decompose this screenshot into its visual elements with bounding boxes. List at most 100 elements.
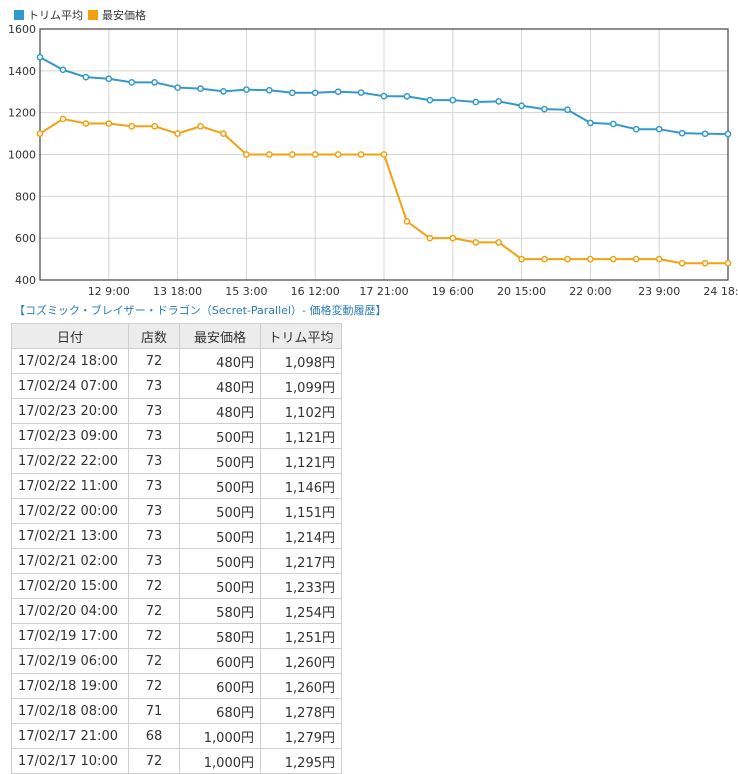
x-tick-label: 20 15:00 [497,285,546,298]
series-point [105,75,113,83]
cell-date: 17/02/21 13:00 [11,523,129,549]
y-tick-label: 1600 [8,23,36,36]
series-point [655,125,663,133]
cell-shop-count: 72 [128,598,180,624]
cell-trim-average: 1,121円 [260,423,342,449]
table-body: 17/02/24 18:00 72 480円 1,098円 17/02/24 07:00… [11,348,342,774]
series-point [288,151,296,158]
cell-min-price: 680円 [179,698,261,724]
table-row: 17/02/18 19:00 72 600円 1,260円 [11,673,342,699]
cell-min-price: 480円 [179,398,261,424]
table-row: 17/02/24 18:00 72 480円 1,098円 [11,348,342,374]
cell-trim-average: 1,217円 [260,548,342,574]
series-point [36,130,44,137]
price-history-table: 日付 店数 最安価格 トリム平均 17/02/24 18:00 72 480円 1,0… [11,323,342,774]
price-chart-svg: 400 600 800 1000 1200 1400 1600 12 9:00 13 18:00… [8,8,738,298]
series-point [518,255,525,263]
table-row: 17/02/23 20:00 73 480円 1,102円 [11,398,342,424]
y-tick-label: 600 [15,232,36,245]
series-point [472,239,480,246]
series-point [220,130,227,137]
table-row: 17/02/20 04:00 72 580円 1,254円 [11,598,342,624]
series-point [678,259,686,267]
cell-date: 17/02/22 11:00 [11,473,129,499]
cell-min-price: 600円 [179,648,261,674]
series-point [380,151,388,158]
cell-date: 17/02/22 00:00 [11,498,129,524]
cell-min-price: 600円 [179,673,261,699]
series-point [288,89,296,97]
cell-shop-count: 72 [128,673,180,699]
series-point [701,259,709,267]
y-tick-label: 800 [15,190,36,203]
cell-shop-count: 73 [128,523,180,549]
header-trim-average: トリム平均 [260,323,342,349]
series-point [426,234,434,242]
cell-shop-count: 73 [128,548,180,574]
series-point [174,130,181,137]
series-point [403,218,411,225]
cell-min-price: 1,000円 [179,748,261,774]
header-min-price: 最安価格 [179,323,261,349]
series-point [426,96,434,104]
cell-date: 17/02/24 07:00 [11,373,129,399]
series-point [197,122,204,130]
series-point [151,122,159,130]
series-point [724,259,732,267]
cell-date: 17/02/17 10:00 [11,748,129,774]
y-tick-label: 1200 [8,107,36,120]
series-point [724,130,732,138]
x-tick-label: 24 18:00 [703,285,738,298]
legend-label: 最安価格 [102,8,146,22]
cell-trim-average: 1,279円 [260,723,342,749]
series-point [334,151,342,158]
series-point [243,86,250,94]
legend-swatch [88,10,98,20]
series-point [609,120,617,128]
series-point [82,73,90,81]
cell-shop-count: 73 [128,373,180,399]
table-row: 17/02/17 10:00 72 1,000円 1,295円 [11,748,342,774]
cell-trim-average: 1,278円 [260,698,342,724]
series-point [587,255,594,263]
series-point [357,89,365,96]
series-point [472,98,480,106]
cell-date: 17/02/23 09:00 [11,423,129,449]
cell-min-price: 1,000円 [179,723,261,749]
cell-trim-average: 1,260円 [260,673,342,699]
cell-shop-count: 72 [128,648,180,674]
series-point [128,122,136,130]
series-point [449,96,457,104]
cell-date: 17/02/19 17:00 [11,623,129,649]
table-row: 17/02/23 09:00 73 500円 1,121円 [11,423,342,449]
series-point [449,234,457,242]
x-tick-label: 15 3:00 [225,285,267,298]
series-point [36,53,44,61]
table-row: 17/02/17 21:00 68 1,000円 1,279円 [11,723,342,749]
x-tick-label: 23 9:00 [638,285,680,298]
cell-shop-count: 72 [128,573,180,599]
series-point [655,255,663,263]
cell-date: 17/02/18 08:00 [11,698,129,724]
series-point [495,239,503,246]
cell-trim-average: 1,121円 [260,448,342,474]
series-point [59,66,67,74]
cell-trim-average: 1,233円 [260,573,342,599]
cell-min-price: 580円 [179,598,261,624]
table-row: 17/02/18 08:00 71 680円 1,278円 [11,698,342,724]
cell-min-price: 500円 [179,473,261,499]
chart-caption: 【コズミック・ブレイザー・ドラゴン（Secret-Parallel）- 価格変動… [14,304,387,317]
series-point [311,89,319,97]
x-tick-label: 13 18:00 [153,285,202,298]
y-tick-label: 1400 [8,65,36,78]
price-chart: 400 600 800 1000 1200 1400 1600 12 9:00 13 18:00… [0,0,738,304]
series-point [128,78,136,86]
table-row: 17/02/22 00:00 73 500円 1,151円 [11,498,342,524]
y-tick-label: 1000 [8,149,36,162]
header-shop-count: 店数 [128,323,180,349]
cell-trim-average: 1,146円 [260,473,342,499]
cell-shop-count: 73 [128,448,180,474]
cell-date: 17/02/20 04:00 [11,598,129,624]
cell-shop-count: 73 [128,423,180,449]
cell-shop-count: 73 [128,473,180,499]
